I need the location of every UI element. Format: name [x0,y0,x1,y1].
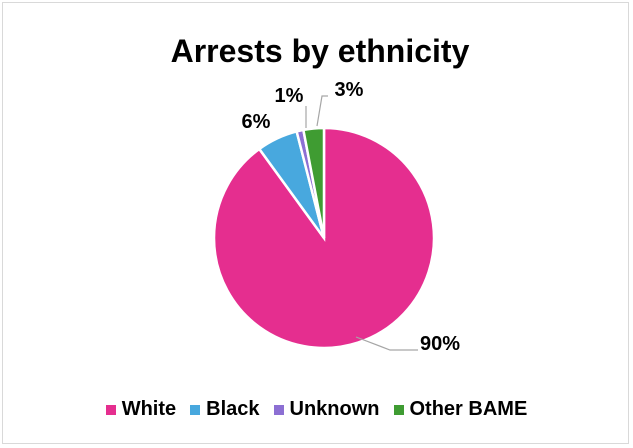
data-label-black: 6% [242,111,271,133]
pie-slice-other-bame [301,126,326,239]
legend-swatch-unknown [273,404,284,415]
legend-swatch-white [105,404,116,415]
legend-item-black: Black [190,398,260,421]
legend-item-white: White [105,398,177,421]
leader-line-other-bame [316,95,328,127]
leader-line-white [355,336,418,351]
legend-label-black: Black [206,398,260,420]
legend-swatch-other-bame [393,404,404,415]
legend-label-unknown: Unknown [289,398,380,420]
data-label-unknown: 1% [275,85,304,107]
chart-title: Arrests by ethnicity [170,33,470,69]
legend-swatch-black [190,404,201,415]
legend-label-white: White [121,398,177,420]
legend-item-unknown: Unknown [273,398,380,421]
data-label-other-bame: 3% [335,79,364,101]
legend-item-other-bame: Other BAME [393,398,528,421]
data-label-white: 90% [420,333,460,355]
legend: White Black Unknown Other BAME [0,398,633,421]
legend-label-other-bame: Other BAME [409,398,528,420]
